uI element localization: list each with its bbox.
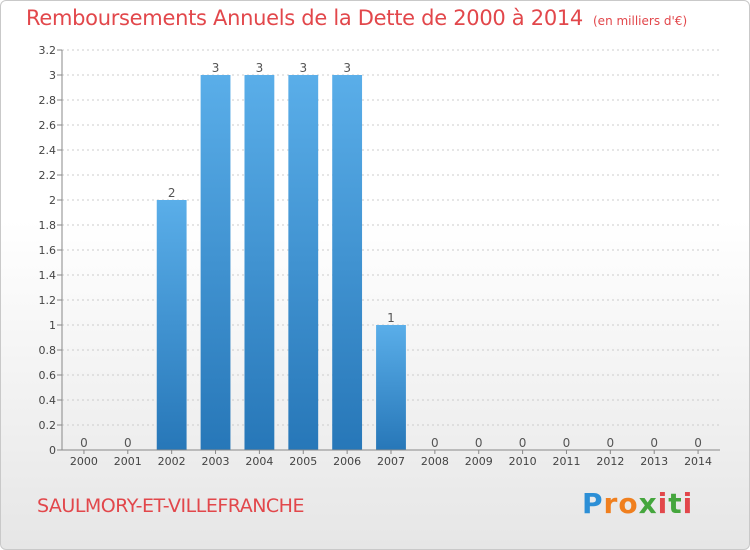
- y-tick-label: 1.8: [39, 219, 57, 232]
- data-label: 3: [212, 61, 220, 75]
- logo-letter: t: [668, 487, 683, 520]
- y-tick-label: 3: [49, 69, 56, 82]
- y-tick-label: 0.4: [39, 394, 57, 407]
- x-tick-label: 2003: [202, 455, 230, 468]
- bar: [244, 75, 275, 450]
- y-tick-label: 2.8: [39, 94, 57, 107]
- y-tick-label: 2.6: [39, 119, 57, 132]
- x-tick-label: 2002: [158, 455, 186, 468]
- logo-letter: P: [582, 487, 604, 520]
- x-tick-label: 2000: [70, 455, 98, 468]
- data-label: 0: [519, 436, 527, 450]
- y-tick-label: 3.2: [39, 44, 57, 57]
- data-label: 0: [80, 436, 88, 450]
- x-tick-label: 2004: [245, 455, 273, 468]
- chart-title: Remboursements Annuels de la Dette de 20…: [26, 6, 687, 30]
- bar: [156, 200, 187, 450]
- x-tick-label: 2001: [114, 455, 142, 468]
- y-tick-label: 2.2: [39, 169, 57, 182]
- y-tick-label: 2.4: [39, 144, 57, 157]
- data-label: 1: [387, 311, 395, 325]
- x-tick-label: 2013: [640, 455, 668, 468]
- logo-letter: x: [638, 487, 658, 520]
- bar: [332, 75, 363, 450]
- y-tick-label: 1: [49, 319, 56, 332]
- y-tick-label: 1.2: [39, 294, 57, 307]
- logo-letter: i: [657, 487, 669, 520]
- data-label: 3: [343, 61, 351, 75]
- y-tick-label: 2: [49, 194, 56, 207]
- data-label: 2: [168, 186, 176, 200]
- x-tick-label: 2011: [552, 455, 580, 468]
- x-tick-label: 2006: [333, 455, 361, 468]
- data-label: 3: [299, 61, 307, 75]
- x-tick-label: 2010: [509, 455, 537, 468]
- data-label: 0: [431, 436, 439, 450]
- commune-name: SAULMORY-ET-VILLEFRANCHE: [37, 495, 304, 517]
- y-tick-label: 0: [49, 444, 56, 457]
- chart-unit: (en milliers d'€): [593, 14, 688, 28]
- logo-letter: i: [682, 487, 694, 520]
- bars: [156, 75, 406, 450]
- y-tick-label: 0.8: [39, 344, 57, 357]
- axes: [57, 49, 720, 454]
- data-label: 0: [475, 436, 483, 450]
- y-tick-label: 1.4: [39, 269, 57, 282]
- y-tick-label: 0.6: [39, 369, 57, 382]
- x-tick-label: 2007: [377, 455, 405, 468]
- bar: [200, 75, 231, 450]
- data-label: 0: [563, 436, 571, 450]
- logo-letter: r: [603, 487, 619, 520]
- data-label: 0: [124, 436, 132, 450]
- data-label: 0: [650, 436, 658, 450]
- logo-letter: o: [618, 487, 639, 520]
- y-tick-label: 0.2: [39, 419, 57, 432]
- proxiti-logo[interactable]: Proxiti: [582, 487, 693, 520]
- chart-title-text: Remboursements Annuels de la Dette de 20…: [26, 6, 583, 30]
- data-label: 0: [607, 436, 615, 450]
- y-tick-label: 1.6: [39, 244, 57, 257]
- x-tick-label: 2005: [289, 455, 317, 468]
- data-label: 3: [256, 61, 264, 75]
- labels: 0 0.2 0.4 0.6 0.8 1 1.2 1.4 1.6 1.8 2 2.2 2.4 2.6 2.8 3…: [39, 44, 713, 468]
- x-tick-label: 2012: [596, 455, 624, 468]
- data-label: 0: [694, 436, 702, 450]
- bar: [288, 75, 319, 450]
- x-tick-label: 2014: [684, 455, 712, 468]
- x-tick-label: 2008: [421, 455, 449, 468]
- x-tick-label: 2009: [465, 455, 493, 468]
- bar: [376, 325, 406, 450]
